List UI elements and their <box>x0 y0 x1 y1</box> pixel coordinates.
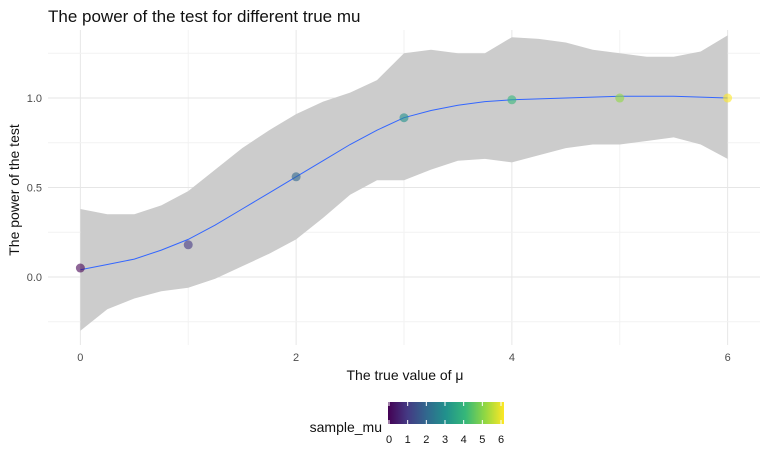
confidence-band-area <box>80 35 728 331</box>
x-tick-label: 2 <box>293 352 299 364</box>
legend-tick-label: 0 <box>386 434 392 446</box>
legend-tick-label: 5 <box>479 434 485 446</box>
x-tick-label: 6 <box>725 352 731 364</box>
x-axis-title: The true value of μ <box>346 367 463 383</box>
data-point <box>183 240 193 250</box>
legend-tick-label: 2 <box>423 434 429 446</box>
data-point <box>723 93 733 103</box>
y-tick-label: 1.0 <box>27 93 42 105</box>
confidence-band <box>80 35 728 331</box>
data-point <box>615 93 625 103</box>
legend-tick-label: 6 <box>498 434 504 446</box>
x-tick-label: 0 <box>77 352 83 364</box>
y-tick-label: 0.0 <box>27 272 42 284</box>
data-point <box>291 172 301 182</box>
chart-title: The power of the test for different true… <box>48 7 360 26</box>
legend-tick-label: 1 <box>405 434 411 446</box>
x-tick-label: 4 <box>509 352 515 364</box>
x-axis-ticks: 0 2 4 6 <box>77 352 730 364</box>
legend-title: sample_mu <box>310 419 382 435</box>
legend-colorbar <box>388 402 504 424</box>
data-points <box>75 93 733 273</box>
data-point <box>507 95 517 105</box>
legend-tick-label: 3 <box>442 434 448 446</box>
y-tick-label: 0.5 <box>27 183 42 195</box>
y-axis-title: The power of the test <box>6 124 22 256</box>
data-point <box>75 263 85 273</box>
legend-tick-label: 4 <box>461 434 467 446</box>
y-axis-ticks: 0.0 0.5 1.0 <box>27 93 42 284</box>
data-point <box>399 113 409 123</box>
